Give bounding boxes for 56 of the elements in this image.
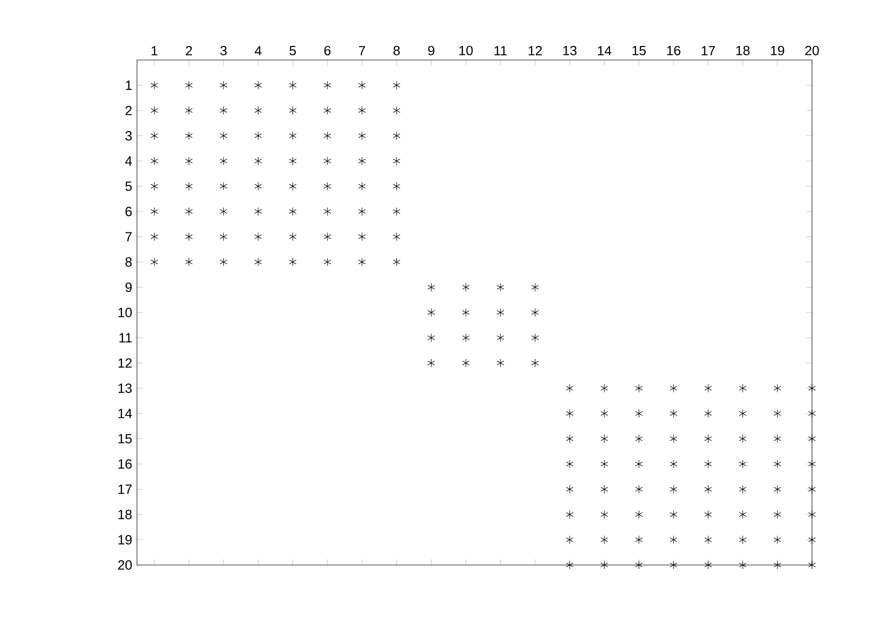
point [531, 308, 539, 317]
point [531, 358, 539, 368]
x-tick-label: 9 [428, 46, 434, 56]
point [428, 308, 435, 317]
y-tick-label: 11 [119, 333, 132, 342]
y-tick-label: 2 [126, 106, 132, 116]
point [531, 333, 539, 342]
y-tick-label: 1 [126, 80, 132, 90]
y-tick-label: 5 [125, 182, 132, 191]
y-tick-label: 12 [118, 358, 132, 368]
x-tick-label: 4 [254, 46, 262, 56]
x-tick-label: 18 [736, 46, 750, 56]
y-tick-label: 3 [125, 131, 132, 140]
y-tick-label: 9 [126, 282, 132, 292]
point [496, 358, 504, 368]
point [462, 282, 470, 292]
point [428, 358, 435, 368]
point [496, 282, 504, 292]
y-tick-label: 4 [125, 156, 132, 166]
point [428, 333, 435, 342]
x-tick-label: 19 [770, 46, 784, 56]
x-tick-label: 13 [563, 46, 577, 56]
x-tick-label: 2 [186, 46, 192, 56]
point [462, 333, 470, 342]
x-tick-label: 14 [598, 46, 612, 56]
y-tick-label: 8 [125, 257, 132, 267]
y-tick-label: 19 [118, 535, 132, 544]
y-tick-label: 14 [118, 408, 132, 418]
point [496, 333, 504, 342]
point [462, 308, 470, 317]
y-tick-label: 17 [118, 484, 132, 494]
x-tick-label: 10 [459, 46, 473, 56]
x-tick-label: 5 [290, 46, 296, 56]
point [496, 308, 504, 317]
x-tick-label: 6 [324, 46, 331, 56]
x-tick-label: 7 [358, 46, 366, 56]
y-tick-label: 18 [118, 510, 132, 520]
y-tick-label: 7 [126, 232, 132, 242]
x-tick-label: 12 [528, 46, 542, 56]
y-tick-label: 16 [118, 459, 132, 469]
x-tick-label: 20 [805, 46, 819, 56]
y-tick-label: 10 [118, 308, 132, 318]
point [462, 358, 470, 368]
x-tick-label: 11 [494, 46, 507, 56]
y-tick-label: 15 [118, 434, 132, 444]
x-tick-label: 15 [632, 46, 646, 56]
x-tick-label: 16 [667, 46, 680, 56]
x-tick-label: 1 [152, 46, 158, 56]
x-tick-label: 3 [220, 46, 227, 56]
x-tick-label: 17 [702, 46, 715, 56]
y-tick-label: 6 [126, 206, 132, 216]
x-tick-label: 8 [393, 46, 400, 56]
y-tick-label: 20 [118, 560, 132, 570]
y-tick-label: 13 [118, 384, 132, 393]
point [428, 282, 435, 292]
point [531, 282, 539, 292]
